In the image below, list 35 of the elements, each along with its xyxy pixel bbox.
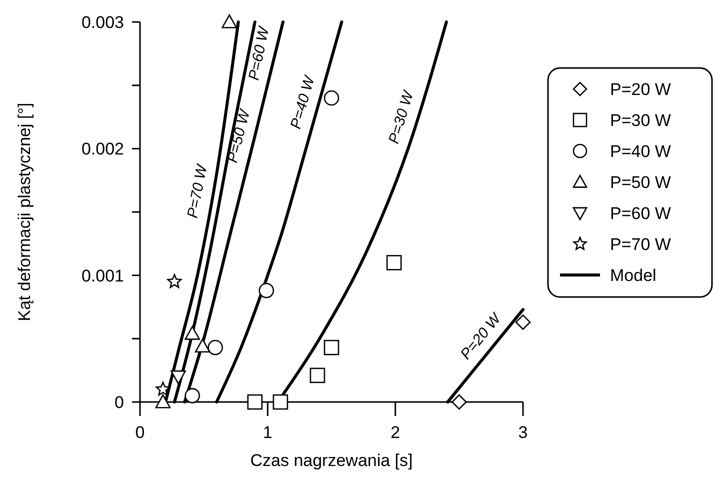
legend-label: P=40 W: [610, 142, 671, 161]
legend-label: Model: [610, 266, 656, 285]
x-tick-label: 0: [135, 423, 145, 442]
x-axis-title: Czas nagrzewania [s]: [250, 451, 413, 470]
legend-label: P=70 W: [610, 234, 671, 254]
annotation: P=40 W: [287, 72, 319, 131]
legend-label: P=20 W: [610, 80, 671, 99]
point: [184, 326, 200, 340]
point: [155, 394, 171, 408]
point: [452, 394, 467, 410]
point: [324, 340, 340, 356]
y-axis-title: Kąt deformacji plastycznej [°]: [15, 102, 34, 322]
point: [222, 14, 238, 28]
y-tick-label: 0.001: [81, 266, 124, 286]
point: [156, 382, 170, 396]
annotation: P=60 W: [245, 24, 274, 82]
annotation: P=70 W: [184, 162, 212, 220]
point: [310, 368, 326, 384]
x-tick-label: 2: [390, 423, 400, 442]
point: [247, 394, 263, 410]
annotation: P=30 W: [385, 88, 418, 146]
legend-label: P=50 W: [610, 172, 671, 192]
x-tick-label: 1: [262, 423, 272, 442]
point: [194, 338, 210, 353]
point: [167, 274, 182, 288]
point: [170, 370, 186, 384]
y-tick-label: 0.003: [81, 12, 124, 32]
x-tick-label: 3: [518, 423, 528, 442]
point: [386, 255, 402, 270]
point: [272, 394, 288, 410]
legend-label: P=30 W: [610, 110, 671, 130]
point: [258, 282, 274, 298]
legend-label: P=60 W: [610, 204, 671, 223]
y-tick-label: 0.002: [81, 140, 124, 159]
y-tick-label: 0: [114, 392, 124, 412]
